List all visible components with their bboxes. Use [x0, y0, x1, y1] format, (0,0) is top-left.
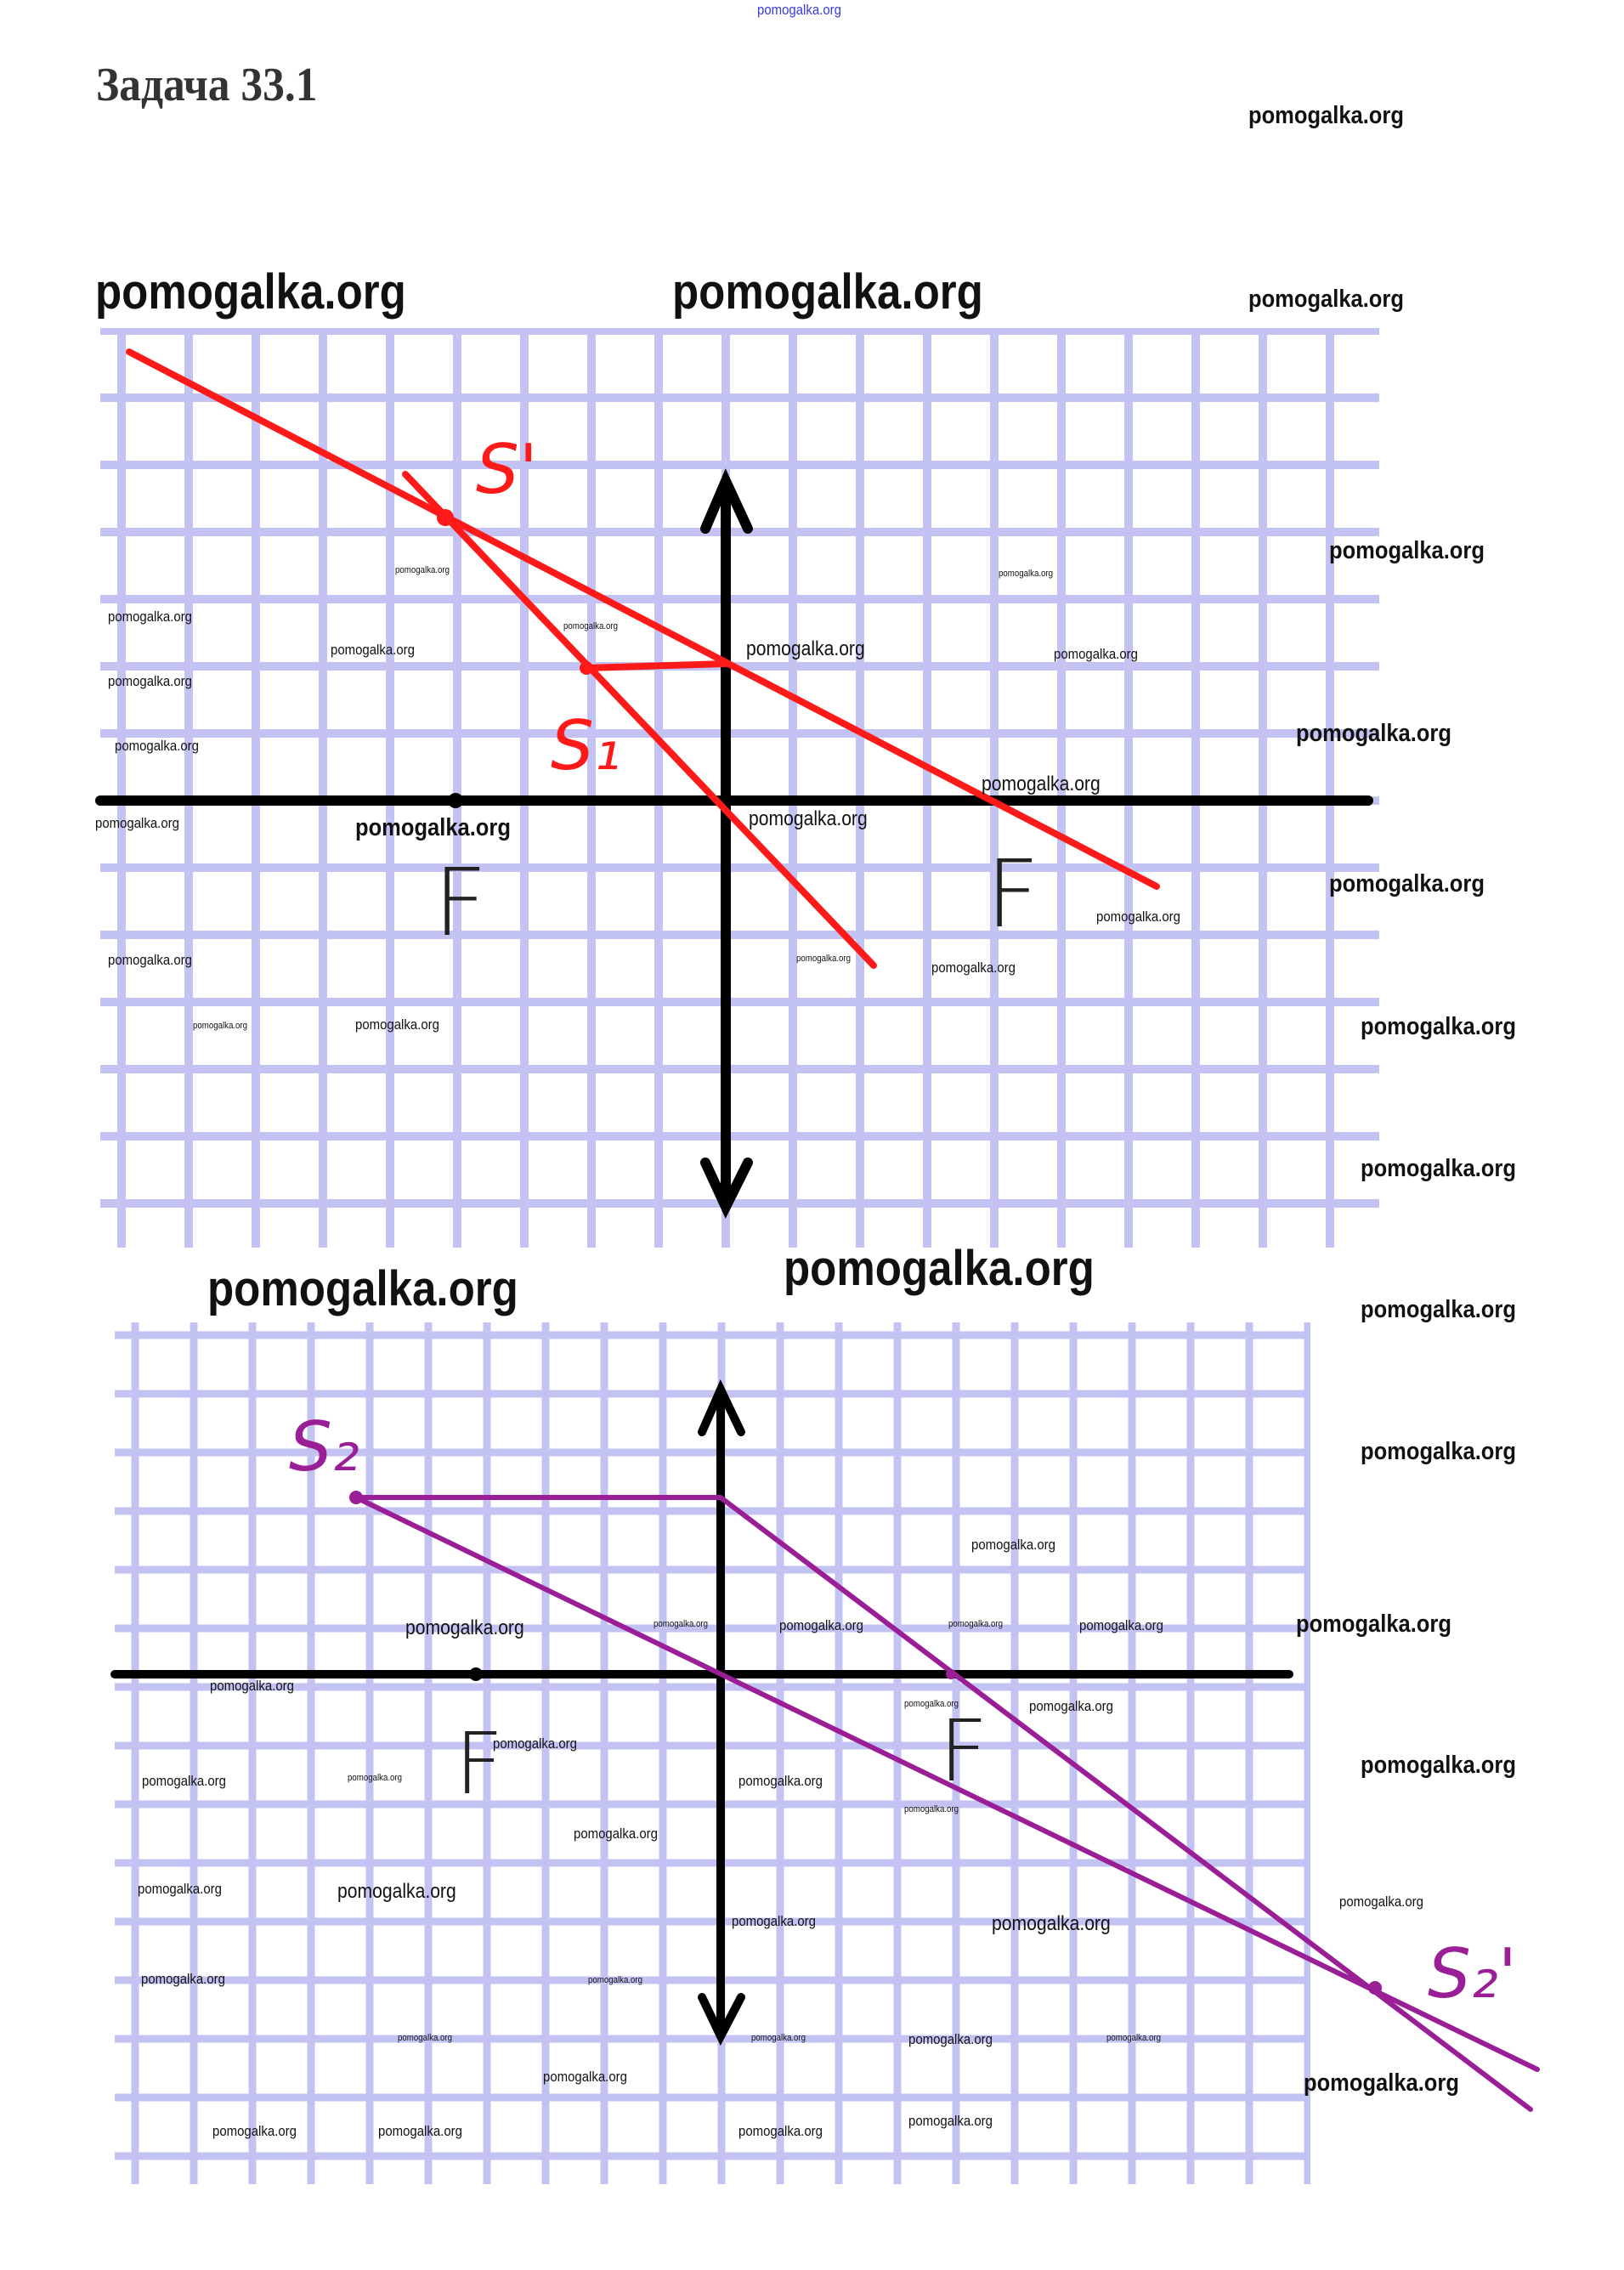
label-focus-left: F [433, 848, 487, 957]
watermark: pomogalka.org [108, 609, 192, 625]
watermark: pomogalka.org [95, 815, 179, 831]
lens-arrow-top [698, 1379, 745, 1436]
watermark: pomogalka.org [904, 1699, 959, 1709]
watermark: pomogalka.org [207, 1261, 518, 1316]
watermark: pomogalka.org [738, 2123, 823, 2139]
watermark: pomogalka.org [108, 952, 192, 968]
watermark: pomogalka.org [95, 264, 406, 320]
watermark: pomogalka.org [395, 565, 450, 575]
watermark: pomogalka.org [1329, 870, 1485, 897]
watermark: pomogalka.org [796, 954, 852, 964]
watermark: pomogalka.org [1304, 2069, 1459, 2097]
watermark: pomogalka.org [1029, 1698, 1113, 1714]
label-source: S₁ [551, 706, 621, 785]
watermark: pomogalka.org [784, 1241, 1095, 1296]
watermark: pomogalka.org [142, 1773, 226, 1789]
label-image: S₂' [1428, 1934, 1517, 2013]
watermark: pomogalka.org [746, 637, 865, 660]
watermark: pomogalka.org [931, 960, 1016, 976]
watermark: pomogalka.org [355, 1016, 439, 1033]
watermark: pomogalka.org [331, 642, 415, 658]
watermark: pomogalka.org [398, 2033, 453, 2043]
watermark: pomogalka.org [1339, 1894, 1423, 1910]
lens-arrow-bottom [700, 1158, 753, 1219]
diagram-2: S₂ S₂' F F [110, 1322, 1540, 2184]
watermark: pomogalka.org [1361, 1296, 1516, 1323]
source-point [580, 661, 593, 675]
watermark: pomogalka.org [999, 569, 1054, 579]
watermark: pomogalka.org [378, 2123, 462, 2139]
watermark: pomogalka.org [1054, 646, 1138, 662]
watermark: pomogalka.org [493, 1735, 577, 1752]
watermark: pomogalka.org [115, 738, 199, 754]
ray-refracted [718, 1495, 1533, 2112]
page-title: Задача 33.1 [96, 59, 318, 111]
watermark: pomogalka.org [574, 1826, 658, 1842]
rays [126, 348, 1160, 969]
watermark: pomogalka.org [138, 1881, 222, 1897]
watermark: pomogalka.org [543, 2069, 627, 2085]
watermark: pomogalka.org [1248, 286, 1404, 313]
watermark: pomogalka.org [672, 264, 983, 320]
watermark: pomogalka.org [355, 814, 511, 841]
lens-arrow-bottom [698, 1993, 745, 2046]
watermark: pomogalka.org [749, 807, 868, 830]
lens-arrow-top [700, 468, 753, 534]
diagram-1: S' S₁ F F [95, 328, 1379, 1248]
ray-refracted [402, 471, 877, 969]
watermark: pomogalka.org [337, 1880, 456, 1903]
ray-parallel [583, 660, 729, 671]
watermark: pomogalka.org [563, 621, 619, 631]
watermark: pomogalka.org [654, 1619, 709, 1629]
label-focus-right: F [986, 840, 1039, 948]
watermark: pomogalka.org [992, 1912, 1111, 1935]
watermark: pomogalka.org [908, 2031, 993, 2047]
focus-point-left [469, 1667, 483, 1681]
watermark: pomogalka.org [193, 1021, 248, 1031]
watermark: pomogalka.org [1296, 1611, 1451, 1638]
watermark: pomogalka.org [1096, 909, 1180, 925]
watermark: pomogalka.org [982, 773, 1101, 795]
watermark: pomogalka.org [971, 1537, 1055, 1553]
watermark: pomogalka.org [757, 2, 841, 18]
image-point [437, 509, 454, 526]
watermark: pomogalka.org [779, 1617, 863, 1633]
watermark: pomogalka.org [908, 2113, 993, 2129]
label-image: S' [476, 430, 538, 509]
label-focus-left: F [455, 1714, 504, 1814]
watermark: pomogalka.org [751, 2033, 806, 2043]
rays [354, 1495, 1540, 2112]
source-point [349, 1491, 363, 1504]
watermark: pomogalka.org [1296, 720, 1451, 747]
image-point [1368, 1981, 1382, 1995]
ray-through-center [126, 348, 1160, 890]
watermark: pomogalka.org [588, 1975, 643, 1985]
grid-paper [100, 328, 1379, 1248]
watermark: pomogalka.org [738, 1773, 823, 1789]
watermark: pomogalka.org [1361, 1438, 1516, 1465]
watermark: pomogalka.org [108, 673, 192, 689]
focus-point-left [448, 793, 463, 808]
watermark: pomogalka.org [948, 1619, 1004, 1629]
watermark: pomogalka.org [1106, 2033, 1162, 2043]
watermark: pomogalka.org [732, 1913, 816, 1929]
grid-paper [115, 1322, 1310, 2184]
watermark: pomogalka.org [1361, 1752, 1516, 1779]
watermark: pomogalka.org [1079, 1617, 1163, 1633]
label-source: S₂ [289, 1407, 359, 1486]
watermark: pomogalka.org [1361, 1013, 1516, 1040]
watermark: pomogalka.org [405, 1616, 524, 1639]
label-focus-right: F [939, 1701, 988, 1801]
watermark: pomogalka.org [1329, 537, 1485, 564]
ray-through-center [354, 1495, 1540, 2072]
watermark: pomogalka.org [141, 1971, 225, 1987]
watermark: pomogalka.org [904, 1804, 959, 1814]
watermark: pomogalka.org [1248, 102, 1404, 129]
watermark: pomogalka.org [210, 1678, 294, 1694]
watermark: pomogalka.org [348, 1773, 403, 1783]
watermark: pomogalka.org [1361, 1155, 1516, 1182]
watermark: pomogalka.org [212, 2123, 297, 2139]
